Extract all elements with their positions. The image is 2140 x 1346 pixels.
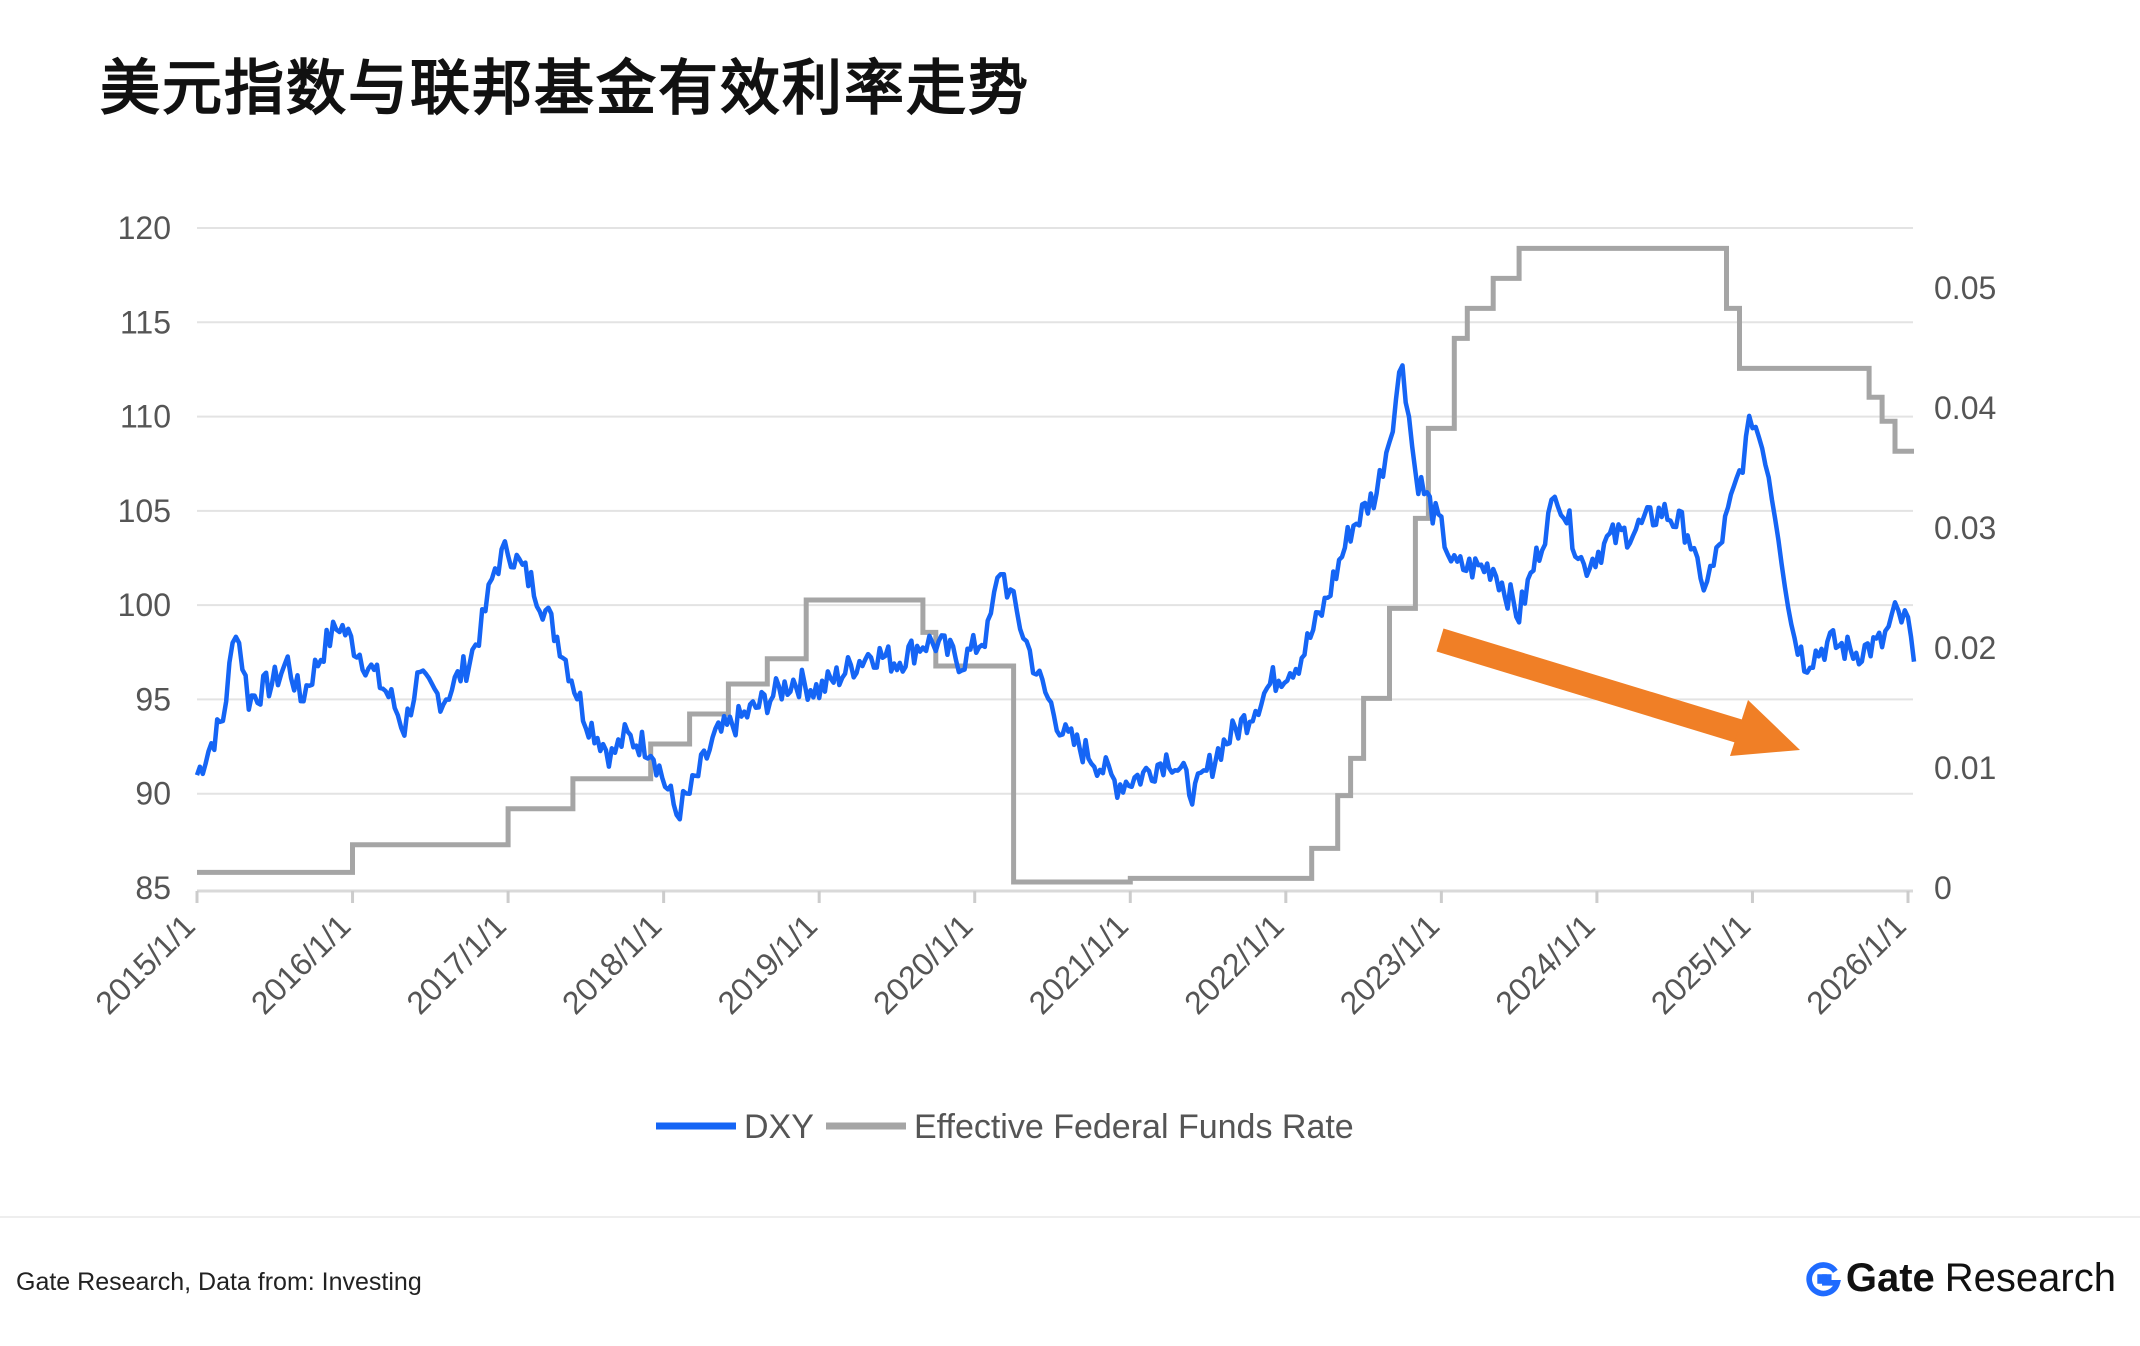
gate-logo-icon bbox=[1806, 1261, 1841, 1296]
y-left-tick-label: 120 bbox=[118, 210, 171, 246]
y-left-tick-label: 95 bbox=[135, 681, 171, 717]
y-left-tick-label: 85 bbox=[135, 870, 171, 906]
y-right-tick-label: 0.01 bbox=[1934, 750, 1996, 786]
y-left-tick-label: 90 bbox=[135, 776, 171, 812]
y-left-tick-label: 100 bbox=[118, 587, 171, 623]
legend: DXY Effective Federal Funds Rate bbox=[656, 1108, 1354, 1146]
x-tick-label: 2023/1/1 bbox=[1333, 907, 1447, 1021]
x-tick-label: 2021/1/1 bbox=[1022, 907, 1136, 1021]
page-title: 美元指数与联邦基金有效利率走势 bbox=[100, 54, 1030, 124]
dxy-series bbox=[194, 363, 1917, 822]
x-tick-label: 2015/1/1 bbox=[88, 907, 202, 1021]
y-left-tick-label: 115 bbox=[120, 304, 171, 340]
y-right-tick-label: 0.02 bbox=[1934, 630, 1996, 666]
y-right-tick-label: 0.03 bbox=[1934, 510, 1996, 546]
x-tick-label: 2026/1/1 bbox=[1799, 907, 1913, 1021]
data-source-note: Gate Research, Data from: Investing bbox=[16, 1268, 422, 1296]
y-right-tick-label: 0.05 bbox=[1934, 270, 1996, 306]
fed-rate-line bbox=[197, 245, 1914, 885]
x-tick-label: 2017/1/1 bbox=[400, 907, 514, 1021]
x-tick-label: 2018/1/1 bbox=[555, 907, 669, 1021]
footer-divider bbox=[0, 1216, 2140, 1218]
x-tick-label: 2020/1/1 bbox=[866, 907, 980, 1021]
legend-label-fed: Effective Federal Funds Rate bbox=[914, 1108, 1354, 1146]
brand-logo-block: Gate Research bbox=[1804, 1256, 2116, 1301]
y-left-tick-label: 105 bbox=[118, 493, 171, 529]
axes: 120 115 110 105 100 95 90 85 0.05 0.04 0.03 0.02 0.0… bbox=[88, 210, 1996, 1021]
trend-arrow-head bbox=[1730, 700, 1800, 756]
x-tick-label: 2019/1/1 bbox=[711, 907, 825, 1021]
y-left-tick-label: 110 bbox=[120, 399, 171, 435]
dxy-line bbox=[194, 363, 1917, 822]
annotations bbox=[1436, 628, 1800, 756]
x-tick-label: 2016/1/1 bbox=[244, 907, 358, 1021]
fed-rate-series bbox=[197, 245, 1914, 885]
legend-label-dxy: DXY bbox=[744, 1108, 814, 1146]
y-right-tick-label: 0.04 bbox=[1934, 390, 1996, 426]
y-right-tick-label: 0 bbox=[1934, 870, 1952, 906]
brand-sub: Research bbox=[1944, 1256, 2116, 1300]
brand-name: Gate bbox=[1845, 1256, 1935, 1300]
x-tick-label: 2022/1/1 bbox=[1177, 907, 1291, 1021]
x-tick-label: 2025/1/1 bbox=[1644, 907, 1758, 1021]
trend-arrow-shaft bbox=[1436, 628, 1772, 752]
x-tick-label: 2024/1/1 bbox=[1488, 907, 1602, 1021]
